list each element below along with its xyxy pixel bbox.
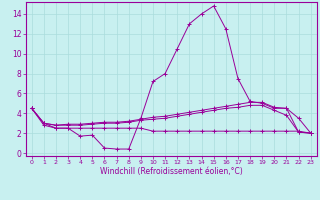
X-axis label: Windchill (Refroidissement éolien,°C): Windchill (Refroidissement éolien,°C) [100,167,243,176]
